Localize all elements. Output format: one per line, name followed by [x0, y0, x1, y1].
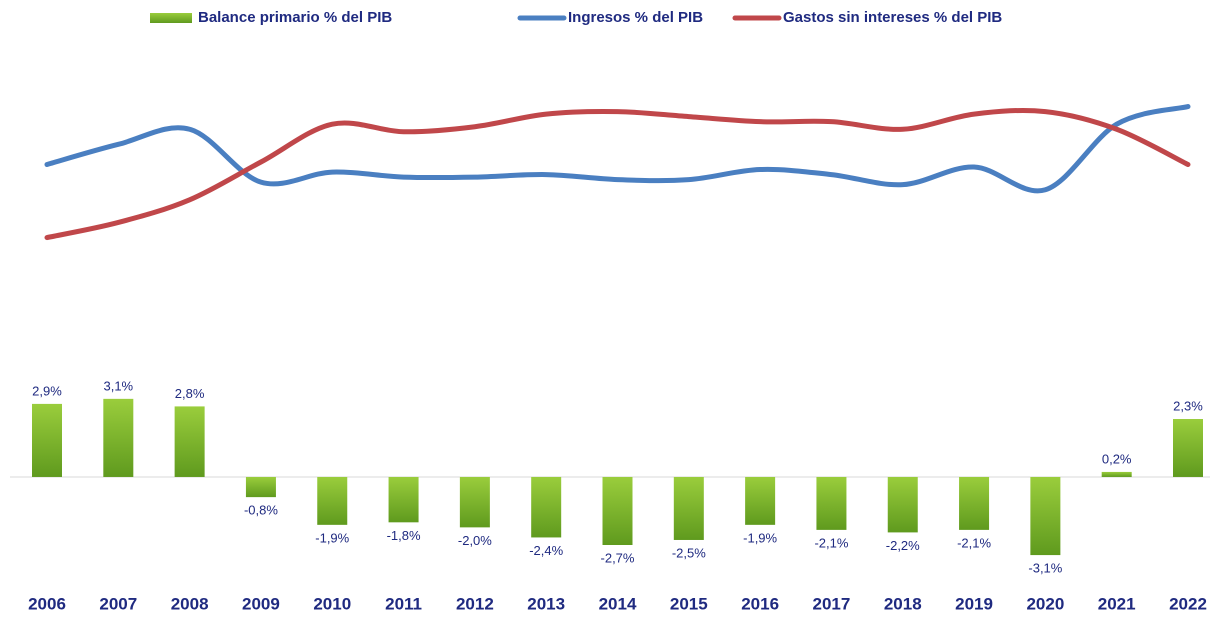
x-tick-label: 2022 — [1169, 594, 1207, 613]
bar — [602, 476, 633, 546]
bar — [459, 476, 490, 528]
bar — [245, 476, 276, 498]
x-tick-label: 2010 — [313, 594, 351, 613]
x-tick-label: 2017 — [813, 594, 851, 613]
value-label: -0,8% — [244, 503, 278, 518]
value-label: -2,4% — [529, 543, 563, 558]
bar — [1173, 419, 1203, 477]
x-tick-label: 2018 — [884, 594, 922, 613]
bar — [887, 476, 918, 533]
line — [44, 107, 1191, 241]
value-label: -2,5% — [672, 545, 706, 560]
value-label: -2,1% — [957, 535, 991, 550]
value-label: -1,9% — [315, 530, 349, 545]
value-label: -2,7% — [601, 550, 635, 565]
x-tick-label: 2016 — [741, 594, 779, 613]
bar — [1101, 471, 1132, 477]
bar — [959, 476, 990, 530]
x-tick-label: 2006 — [28, 594, 66, 613]
bar — [32, 403, 62, 477]
x-tick-label: 2012 — [456, 594, 494, 613]
value-label: 0,2% — [1102, 451, 1132, 466]
value-label: 2,3% — [1173, 398, 1203, 413]
x-tick-label: 2009 — [242, 594, 280, 613]
bar — [531, 476, 562, 538]
value-label: 3,1% — [103, 378, 133, 393]
value-label: -1,8% — [387, 528, 421, 543]
bar — [317, 476, 348, 525]
x-tick-label: 2011 — [385, 594, 422, 613]
bar — [816, 476, 847, 530]
bar — [673, 476, 704, 540]
line — [44, 104, 1191, 194]
bar — [1030, 476, 1061, 556]
value-label: -2,0% — [458, 533, 492, 548]
legend-label: Ingresos % del PIB — [568, 9, 703, 26]
bar — [388, 476, 419, 523]
value-label: -3,1% — [1028, 561, 1062, 576]
x-tick-label: 2013 — [527, 594, 565, 613]
legend-swatch — [150, 13, 192, 23]
x-tick-label: 2020 — [1026, 594, 1064, 613]
legend-label: Balance primario % del PIB — [198, 9, 392, 26]
value-label: -2,1% — [814, 535, 848, 550]
bar — [174, 406, 205, 477]
legend-label: Gastos sin intereses % del PIB — [783, 9, 1002, 26]
bar — [745, 476, 776, 525]
x-tick-label: 2015 — [670, 594, 708, 613]
x-tick-label: 2007 — [99, 594, 137, 613]
x-tick-label: 2008 — [171, 594, 209, 613]
value-label: 2,9% — [32, 383, 62, 398]
bar — [103, 398, 134, 477]
x-tick-label: 2021 — [1098, 594, 1136, 613]
x-tick-label: 2019 — [955, 594, 993, 613]
value-label: -2,2% — [886, 538, 920, 553]
value-label: 2,8% — [175, 386, 205, 401]
value-label: -1,9% — [743, 530, 777, 545]
x-tick-label: 2014 — [599, 594, 637, 613]
